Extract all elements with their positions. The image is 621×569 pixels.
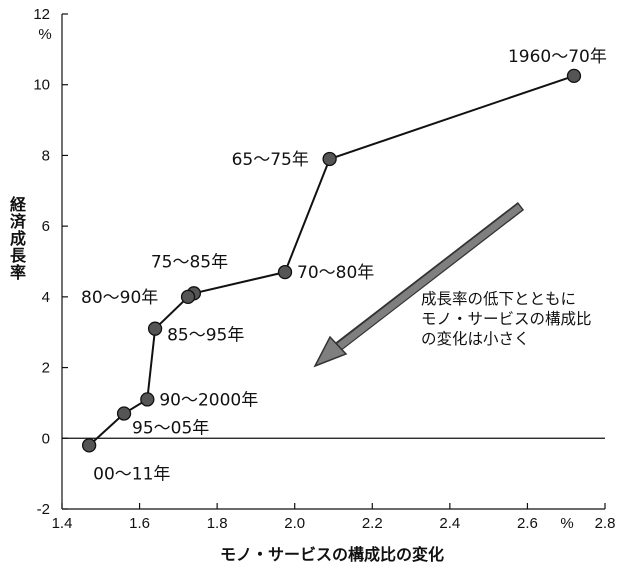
data-point [140,392,155,407]
y-tick-label: 8 [42,147,50,164]
data-label: 85〜95年 [167,326,244,346]
annotation-line: の変化は小さく [421,330,530,348]
y-axis-title-char: 成 [10,229,26,248]
data-point [322,151,337,167]
y-unit-label: % [38,26,51,43]
y-tick-label: 6 [42,218,50,235]
y-axis-title-char: 長 [10,246,27,265]
data-markers [82,68,582,453]
y-tick-labels: -2 0 2 4 6 8 10 12 [33,6,50,518]
y-tick-label: 10 [33,77,50,94]
data-label: 75〜85年 [151,252,228,272]
data-labels: 1960〜70年 65〜75年 70〜80年 75〜85年 80〜90年 85〜95年 90… [81,47,607,484]
x-tick-label: 2.6 [517,515,538,532]
x-tick-label: 1.6 [129,515,150,532]
data-label: 80〜90年 [81,288,158,308]
data-point [277,264,293,280]
x-tick-label: 2.0 [284,515,305,532]
data-label: 00〜11年 [93,464,170,484]
axes [61,13,606,510]
y-tick-label: 0 [42,430,50,447]
data-label: 95〜05年 [132,419,209,439]
x-tick-label: 2.2 [362,515,383,532]
y-axis-title-char: 経 [10,195,27,214]
x-axis-title: モノ・サービスの構成比の変化 [220,545,444,564]
decline-arrow-icon [313,202,525,368]
data-point [566,68,582,84]
data-point [82,438,97,453]
y-tick-label: 12 [33,6,50,23]
arrow-shaft [333,204,523,352]
data-label: 65〜75年 [232,150,309,170]
arrow-head [313,335,348,368]
y-axis-title-char: 済 [10,212,27,231]
x-tick-label: 1.4 [52,515,73,532]
data-point [116,406,132,421]
annotation-line: 成長率の低下とともに [421,290,576,308]
x-tick-label: 2.4 [439,515,460,532]
x-tick-labels: 1.4 1.6 1.8 2.0 2.2 2.4 2.6 2.8 [52,515,616,532]
y-axis-title-char: 率 [10,263,26,282]
x-tick-label: 2.8 [595,515,616,532]
data-point [147,321,163,336]
y-tick-label: 4 [42,289,50,306]
data-label: 90〜2000年 [159,390,258,410]
y-tick-label: -2 [37,501,50,518]
data-label: 70〜80年 [297,263,374,283]
y-tick-label: 2 [42,360,50,377]
annotation-line: モノ・サービスの構成比 [421,310,592,328]
data-point [180,289,196,305]
x-tick-label: 1.8 [207,515,228,532]
data-label: 1960〜70年 [508,47,607,67]
x-unit-label: % [560,515,573,532]
